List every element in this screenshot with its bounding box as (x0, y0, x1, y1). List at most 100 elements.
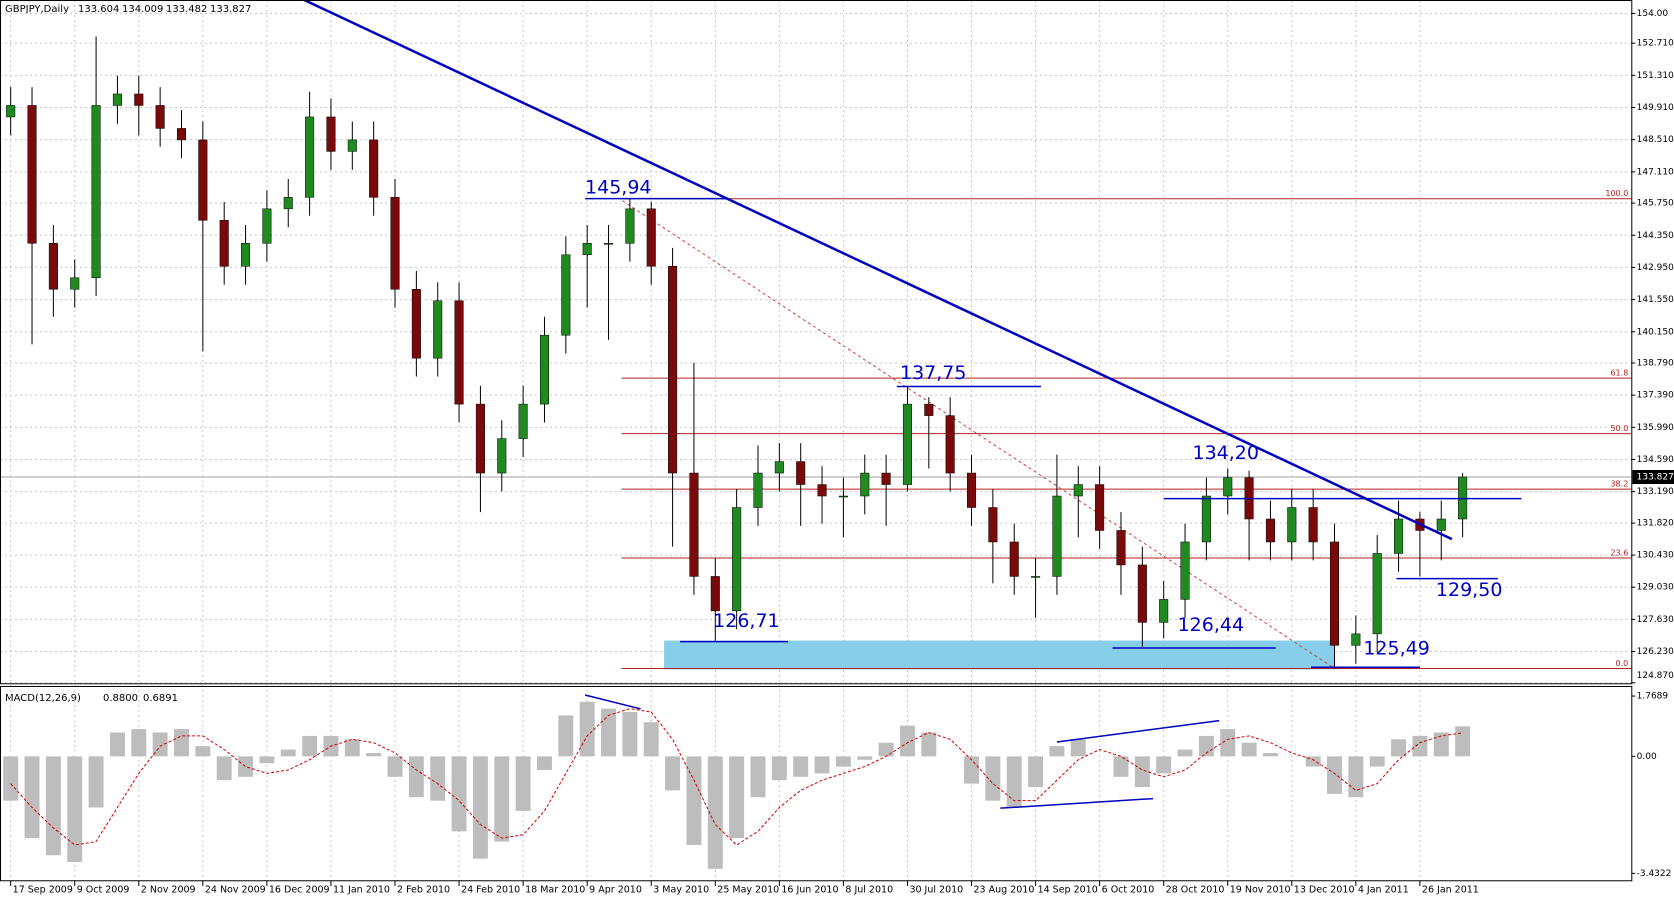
candle-body (796, 461, 806, 485)
candle-body (198, 139, 208, 221)
histogram-bar (195, 746, 211, 757)
histogram-bar (1455, 726, 1471, 757)
histogram-bar (899, 725, 915, 757)
y-tick-label: 151.310 (1637, 71, 1674, 81)
support-zone (664, 640, 1335, 670)
y-tick-label: 130.430 (1637, 551, 1674, 561)
candle-body (774, 461, 784, 474)
y-tick-label: 147.110 (1637, 167, 1674, 177)
x-tick-label: 13 Dec 2010 (1294, 885, 1355, 896)
candle-body (497, 438, 507, 474)
y-tick-label: 148.510 (1637, 135, 1674, 145)
candle-body (1009, 541, 1019, 577)
histogram-bar (707, 756, 723, 869)
candle-body (582, 243, 592, 256)
candle-body (924, 403, 934, 416)
candle-body (625, 208, 635, 244)
chart-title: GBPJPY,Daily (5, 4, 69, 15)
histogram-bar (344, 739, 360, 757)
histogram-bar (537, 756, 552, 770)
y-tick-label: 129.030 (1637, 583, 1674, 593)
candle-body (710, 576, 720, 612)
histogram-bar (1134, 756, 1150, 788)
candle-body (1031, 576, 1041, 578)
header-value: 133.827 (210, 4, 251, 15)
histogram-bar (1262, 752, 1278, 757)
panel-border (0, 0, 1633, 685)
histogram-bar (750, 756, 766, 798)
x-tick-label: 2 Nov 2009 (141, 885, 196, 896)
candle-body (1137, 564, 1147, 623)
y-tick-label: 133.190 (1637, 487, 1674, 497)
y-tick-label: 142.950 (1637, 263, 1674, 273)
x-tick-label: 14 Sep 2010 (1038, 885, 1098, 896)
price-annotation: 134,20 (1193, 442, 1259, 464)
histogram-bar (985, 756, 1001, 801)
current-price-box (1632, 470, 1674, 485)
candle-body (838, 495, 848, 498)
candle-body (219, 220, 229, 267)
candle-body (1180, 541, 1190, 600)
fib-label: 38.2 (1610, 480, 1628, 489)
histogram-bar (1327, 756, 1342, 794)
histogram-bar (1049, 746, 1065, 757)
fib-label: 100.0 (1605, 189, 1628, 198)
histogram-bar (152, 732, 168, 757)
candle-body (860, 472, 870, 497)
histogram-bar (451, 756, 467, 832)
histogram-bar (430, 756, 446, 801)
candle-body (134, 93, 144, 106)
histogram-bar (1177, 749, 1193, 757)
y-tick-label: 145.750 (1637, 199, 1674, 209)
y-tick-label: 141.550 (1637, 295, 1674, 305)
histogram-bar (686, 756, 702, 845)
candle-body (1159, 599, 1169, 623)
indicator-title: MACD(12,26,9) (5, 693, 81, 704)
y-tick-label: 144.350 (1637, 231, 1674, 241)
histogram-bar (174, 729, 189, 757)
panel-border (0, 685, 1633, 882)
candle-body (988, 507, 998, 543)
candle-body (454, 300, 464, 405)
header-value: 133.482 (166, 4, 207, 15)
y-tick-label: 138.790 (1637, 358, 1674, 368)
y-tick-label: 1.7689 (1637, 692, 1669, 702)
histogram-bar (814, 756, 830, 774)
candle-body (945, 415, 955, 474)
price-annotation: 145,94 (585, 176, 651, 198)
candle-body (646, 208, 656, 267)
histogram-bar (1348, 756, 1364, 798)
histogram-bar (515, 756, 531, 811)
price-annotation: 126,44 (1178, 614, 1244, 636)
histogram-bar (131, 729, 147, 757)
header-value: 134.009 (122, 4, 163, 15)
histogram-bar (3, 756, 19, 801)
x-tick-label: 9 Oct 2009 (77, 885, 130, 896)
histogram-bar (238, 756, 254, 777)
y-tick-label: 149.910 (1637, 103, 1674, 113)
x-tick-label: 11 Jan 2010 (333, 885, 390, 896)
header-value: 133.604 (78, 4, 119, 15)
candle-body (518, 403, 528, 439)
candle-body (1116, 530, 1126, 566)
candle-body (1287, 507, 1297, 543)
candle-body (881, 472, 891, 485)
divergence-line (1056, 719, 1220, 743)
candle-body (155, 105, 165, 129)
histogram-bar (1006, 756, 1022, 808)
histogram-bar (643, 722, 659, 757)
histogram-bar (1198, 735, 1214, 757)
x-tick-label: 4 Jan 2011 (1358, 885, 1409, 896)
x-tick-label: 28 Oct 2010 (1166, 885, 1225, 896)
x-tick-label: 23 Aug 2010 (974, 885, 1035, 896)
fib-label: 23.6 (1610, 549, 1628, 558)
candle-body (817, 484, 827, 497)
histogram-bar (835, 756, 851, 767)
y-tick-label: 135.990 (1637, 423, 1674, 433)
x-tick-label: 24 Nov 2009 (205, 885, 266, 896)
candle-body (1351, 633, 1361, 646)
candle-body (262, 208, 272, 244)
candle-body (27, 105, 37, 244)
candle-body (433, 300, 443, 359)
histogram-bar (216, 756, 232, 781)
